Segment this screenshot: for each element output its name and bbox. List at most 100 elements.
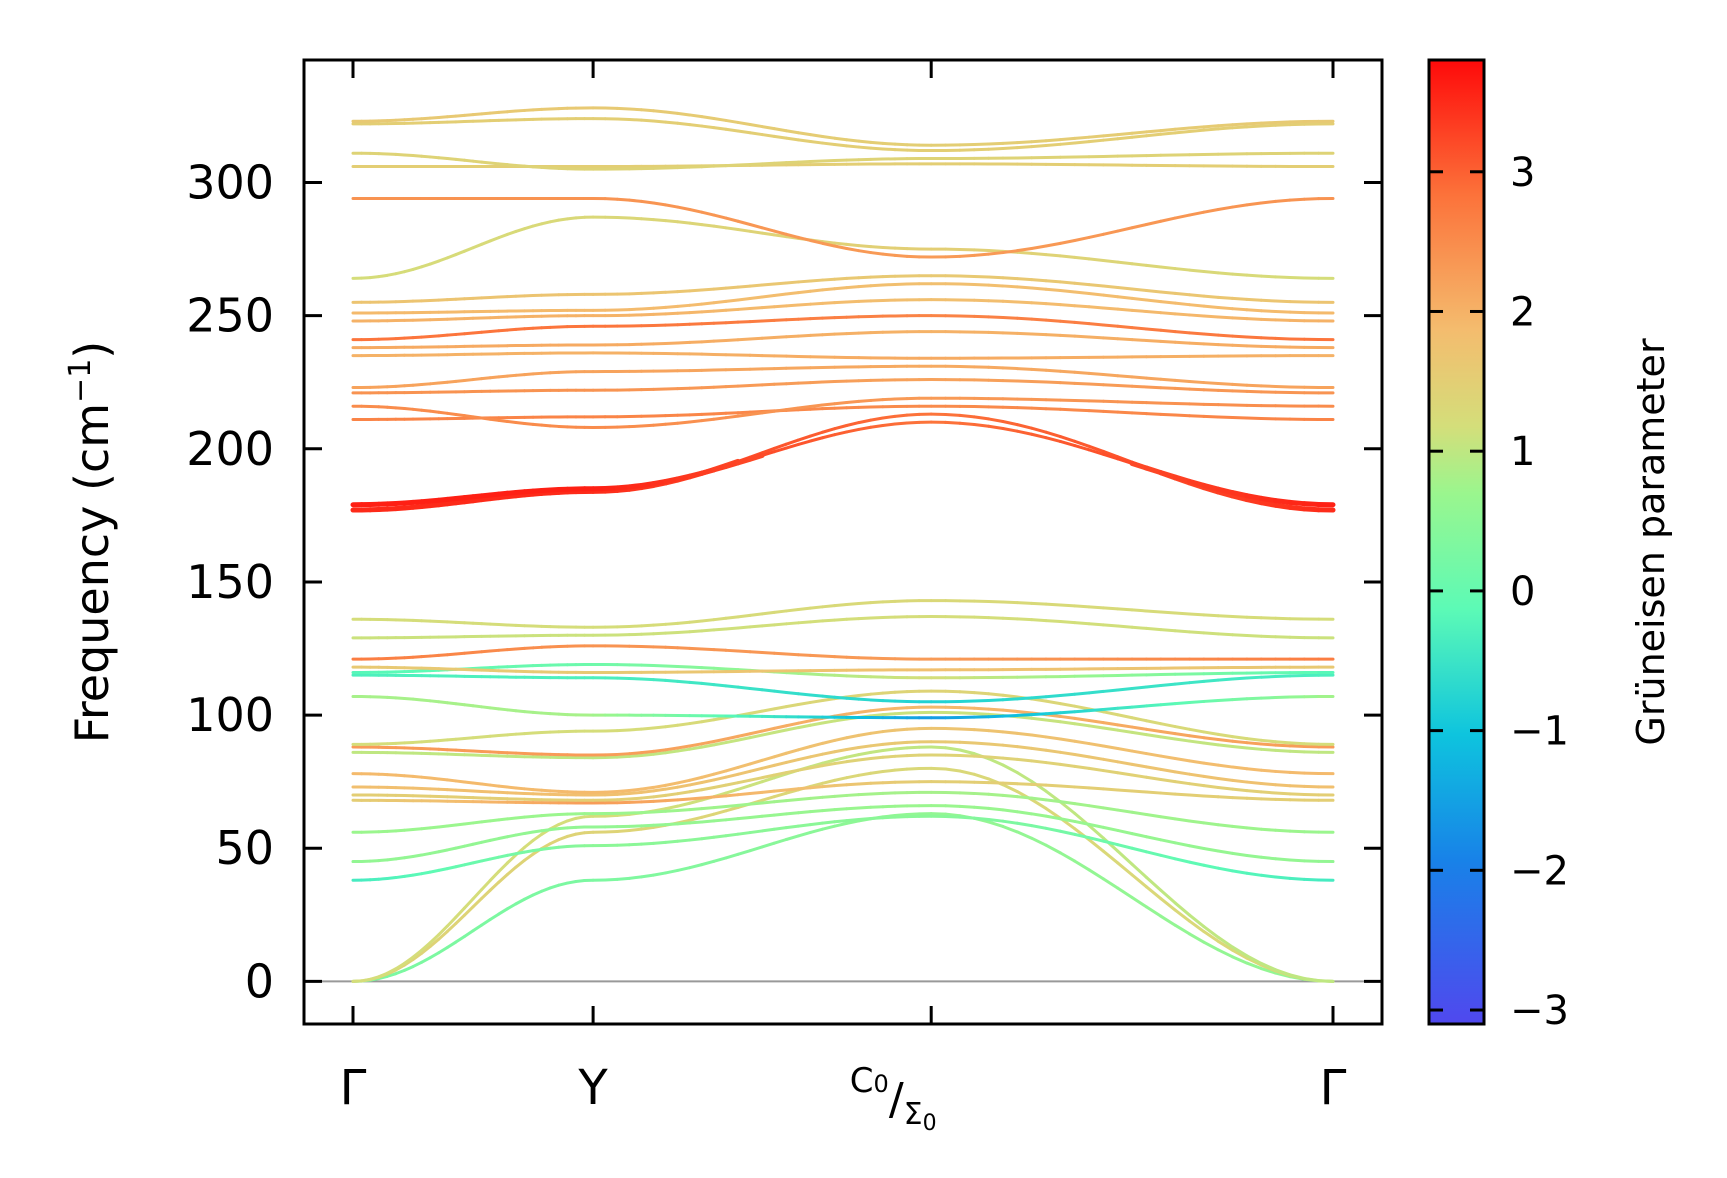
band-segment [676,778,692,785]
band-segment [958,740,976,745]
band-segment [1216,935,1235,949]
band-segment [869,600,885,605]
band-segment [1116,843,1134,850]
band-segment [845,299,861,304]
band-segment [1216,849,1235,855]
band-segment [1101,744,1120,751]
band-segment [857,275,873,280]
band-segment [987,729,1005,734]
band-segment [772,335,788,340]
band-segment [1101,409,1120,414]
band-segment [1044,718,1062,724]
band-segment [821,762,837,768]
band-segment [796,786,812,791]
band-segment [808,781,825,788]
band-segment [505,853,518,865]
band-segment [1001,315,1019,320]
band-segment [833,783,849,788]
band-segment [736,625,752,630]
band-segment [1015,696,1034,701]
band-segment [712,856,728,863]
band-segment [1101,229,1120,236]
band-segment [1101,806,1120,812]
band-segment [784,406,800,412]
band-segment [784,303,800,308]
band-segment [736,815,752,821]
band-segment [1302,877,1321,882]
band-segment [748,319,764,324]
band-segment [639,810,655,815]
band-segment [1101,452,1120,461]
band-segment [1101,726,1120,732]
band-segment [1087,622,1105,627]
band-segment [893,413,909,418]
band-segment [420,941,432,952]
band-segment [1087,292,1105,297]
band-line [351,665,1335,674]
band-segment [603,813,619,818]
band-segment [700,647,716,652]
band-segment [760,726,776,733]
band-segment [1202,774,1220,780]
band-segment [747,452,765,462]
band-segment [676,630,692,634]
band-segment [1259,309,1278,314]
band-line [351,282,1335,315]
band-segment [1188,913,1206,929]
band-segment [1101,258,1120,264]
band-segment [736,219,752,226]
band-segment [1116,131,1134,137]
band-segment [944,767,962,773]
band-segment [1130,287,1148,293]
y-axis-ticks [304,180,1382,983]
band-segment [1015,810,1034,816]
band-segment [1044,602,1062,607]
band-segment [1274,275,1292,280]
band-segment [1159,216,1177,223]
colorbar-tick-label: 1 [1510,429,1535,475]
band-segment [821,820,837,825]
band-segment [869,755,885,761]
band-segment [987,249,1005,253]
band-segment [712,794,728,799]
band-segment [736,228,752,233]
band-segment [796,404,812,410]
band-segment [1073,785,1091,790]
band-segment [784,690,800,696]
band-segment [1159,377,1177,382]
band-segment [1101,769,1120,775]
band-segment [377,971,389,979]
band-segment [1015,300,1034,305]
band-segment [1130,716,1148,723]
band-segment [748,845,764,853]
band-segment [712,416,728,421]
band-segment [1116,383,1134,388]
band-segment [760,773,776,780]
band-segment [688,123,704,128]
band-segment [1044,380,1062,385]
band-segment [540,886,552,893]
band-segment [700,806,716,811]
band-segment [760,651,776,655]
band-segment [1188,125,1206,130]
band-segment [796,723,812,730]
band-segment [987,424,1005,430]
y-tick-label: 100 [186,688,274,742]
band-segment [639,789,655,794]
band-segment [1101,137,1120,142]
band-segment [1231,125,1249,130]
band-segment [1087,707,1105,713]
band-segment [1058,238,1077,245]
band-segment [664,798,680,803]
band-segment [1101,383,1120,387]
band-segment [1173,213,1191,220]
band-segment [724,787,740,795]
band-segment [664,645,680,650]
band-segment [1202,332,1220,337]
band-segment [1087,232,1105,239]
band-segment [639,726,655,731]
band-segment [1302,197,1321,201]
band-segment [1231,316,1249,321]
band-segment [664,746,680,752]
band-segment [1130,326,1148,331]
